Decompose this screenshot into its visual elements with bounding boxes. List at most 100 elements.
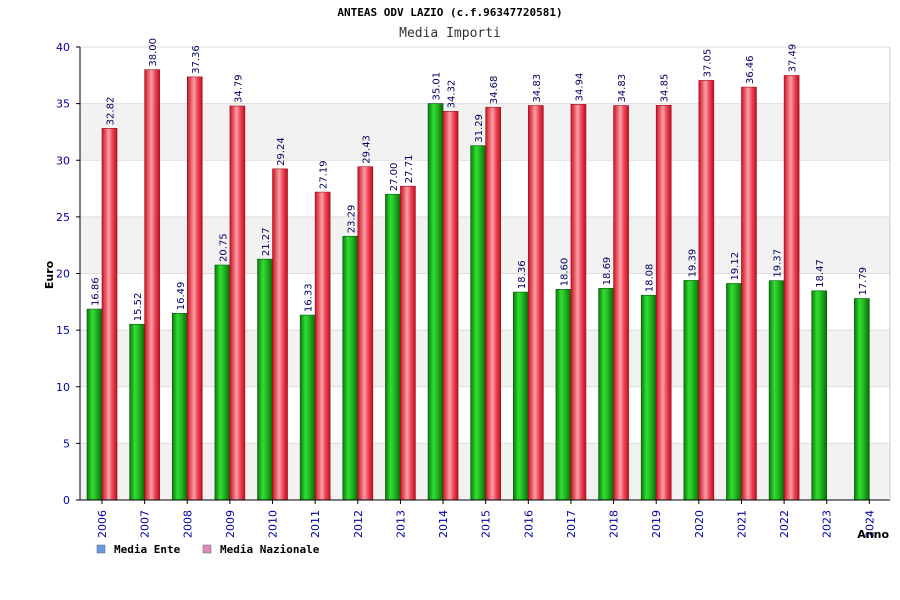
- x-tick-label-2024: 2024: [863, 510, 876, 538]
- bar-media-ente-2013: [385, 193, 401, 501]
- data-label-media-nazionale-2006: 32.82: [106, 97, 117, 126]
- data-label-media-ente-2012: 23.29: [346, 205, 357, 234]
- x-tick-label-2009: 2009: [224, 510, 237, 538]
- bar-media-ente-2006: [86, 308, 103, 501]
- bar-media-ente-2016: [513, 291, 529, 501]
- legend-swatch-media-nazionale: [202, 544, 212, 554]
- y-tick-label: 20: [56, 268, 70, 281]
- x-tick-label-2021: 2021: [735, 510, 748, 538]
- data-label-media-nazionale-2019: 34.85: [660, 74, 671, 103]
- bar-media-ente-2021: [726, 283, 742, 501]
- y-tick-label: 10: [56, 381, 70, 394]
- axes: [79, 47, 891, 501]
- data-label-media-ente-2019: 18.08: [645, 264, 656, 293]
- bar-media-ente-2024: [854, 298, 870, 501]
- bar-media-ente-2023: [811, 290, 828, 501]
- bar-media-nazionale-2018: [613, 105, 629, 501]
- bar-media-ente-2011: [299, 314, 316, 501]
- data-label-media-nazionale-2009: 34.79: [233, 74, 244, 103]
- data-label-media-ente-2011: 16.33: [304, 283, 315, 312]
- data-label-media-nazionale-2012: 29.43: [361, 135, 372, 164]
- bar-media-nazionale-2016: [528, 105, 544, 501]
- y-axis-ticks: 0 5 10 15 20 25 30 35 40: [56, 41, 80, 507]
- chart-title: ANTEAS ODV LAZIO (c.f.96347720581): [337, 6, 562, 19]
- x-tick-label-2013: 2013: [394, 510, 407, 538]
- bar-media-nazionale-2013: [400, 185, 416, 501]
- y-tick-label: 5: [63, 437, 70, 450]
- x-axis-label: Anno: [857, 528, 889, 541]
- data-label-media-ente-2007: 15.52: [133, 293, 144, 322]
- bar-media-ente-2007: [129, 323, 145, 501]
- x-tick-label-2017: 2017: [565, 510, 578, 538]
- data-label-media-nazionale-2017: 34.94: [574, 73, 585, 102]
- bar-media-ente-2014: [427, 103, 444, 501]
- bar-media-ente-2018: [598, 288, 614, 501]
- data-label-media-nazionale-2011: 27.19: [319, 160, 330, 189]
- bar-media-nazionale-2006: [101, 128, 118, 501]
- bar-media-nazionale-2022: [783, 75, 800, 501]
- legend: Media Ente Media Nazionale: [96, 543, 320, 556]
- data-label-media-nazionale-2014: 34.32: [447, 80, 458, 109]
- bar-media-nazionale-2017: [570, 104, 587, 501]
- data-label-media-nazionale-2010: 29.24: [276, 137, 287, 166]
- bar-media-ente-2012: [342, 235, 359, 501]
- bar-media-ente-2015: [470, 145, 486, 501]
- bar-media-nazionale-2007: [144, 69, 160, 501]
- x-tick-label-2008: 2008: [181, 510, 194, 538]
- legend-swatch-media-ente: [96, 544, 106, 554]
- bar-media-nazionale-2008: [186, 76, 203, 501]
- bar-media-ente-2017: [555, 289, 572, 501]
- bar-media-nazionale-2020: [698, 80, 715, 501]
- bar-media-ente-2010: [257, 258, 273, 501]
- x-tick-label-2019: 2019: [650, 510, 663, 538]
- data-label-media-nazionale-2018: 34.83: [617, 74, 628, 103]
- chart-subtitle: Media Importi: [399, 26, 501, 41]
- x-tick-label-2018: 2018: [608, 510, 621, 538]
- bar-media-ente-2019: [640, 294, 657, 501]
- data-label-media-ente-2016: 18.36: [517, 260, 528, 289]
- x-tick-label-2011: 2011: [309, 510, 322, 538]
- y-tick-label: 25: [56, 211, 70, 224]
- data-label-media-nazionale-2020: 37.05: [702, 49, 713, 78]
- legend-label-media-nazionale: Media Nazionale: [220, 543, 320, 556]
- data-label-media-nazionale-2008: 37.36: [191, 45, 202, 74]
- data-label-media-ente-2006: 16.86: [91, 277, 102, 306]
- legend-label-media-ente: Media Ente: [114, 543, 181, 556]
- data-label-media-nazionale-2016: 34.83: [532, 74, 543, 103]
- bar-media-ente-2008: [171, 312, 188, 501]
- x-tick-label-2023: 2023: [821, 510, 834, 538]
- x-tick-label-2007: 2007: [139, 510, 152, 538]
- bar-media-nazionale-2012: [357, 166, 374, 501]
- data-label-media-nazionale-2013: 27.71: [404, 155, 415, 184]
- bar-media-ente-2009: [214, 264, 231, 501]
- x-tick-label-2022: 2022: [778, 510, 791, 538]
- x-tick-label-2006: 2006: [96, 510, 109, 538]
- y-tick-label: 0: [63, 494, 70, 507]
- bar-media-nazionale-2021: [741, 86, 757, 501]
- data-label-media-ente-2022: 19.37: [773, 249, 784, 278]
- data-label-media-ente-2009: 20.75: [218, 233, 229, 262]
- y-axis-label: Euro: [43, 260, 56, 289]
- y-tick-label: 40: [56, 41, 70, 54]
- bar-media-nazionale-2010: [272, 168, 288, 501]
- bar-media-ente-2020: [683, 280, 700, 501]
- y-tick-label: 15: [56, 324, 70, 337]
- data-label-media-nazionale-2007: 38.00: [148, 38, 159, 67]
- data-label-media-ente-2021: 19.12: [730, 252, 741, 281]
- data-label-media-ente-2020: 19.39: [687, 249, 698, 278]
- data-label-media-ente-2023: 18.47: [815, 259, 826, 288]
- bar-media-nazionale-2015: [485, 106, 501, 501]
- data-label-media-ente-2018: 18.69: [602, 257, 613, 286]
- y-tick-label: 30: [56, 154, 70, 167]
- data-label-media-ente-2008: 16.49: [176, 282, 187, 311]
- y-tick-label: 35: [56, 98, 70, 111]
- data-label-media-nazionale-2021: 36.46: [745, 55, 756, 84]
- bar-media-ente-2022: [768, 280, 785, 501]
- x-tick-label-2014: 2014: [437, 510, 450, 538]
- data-label-media-ente-2017: 18.60: [559, 258, 570, 287]
- data-label-media-ente-2013: 27.00: [389, 163, 400, 192]
- x-tick-label-2016: 2016: [522, 510, 535, 538]
- x-tick-label-2020: 2020: [693, 510, 706, 538]
- x-tick-label-2015: 2015: [480, 510, 493, 538]
